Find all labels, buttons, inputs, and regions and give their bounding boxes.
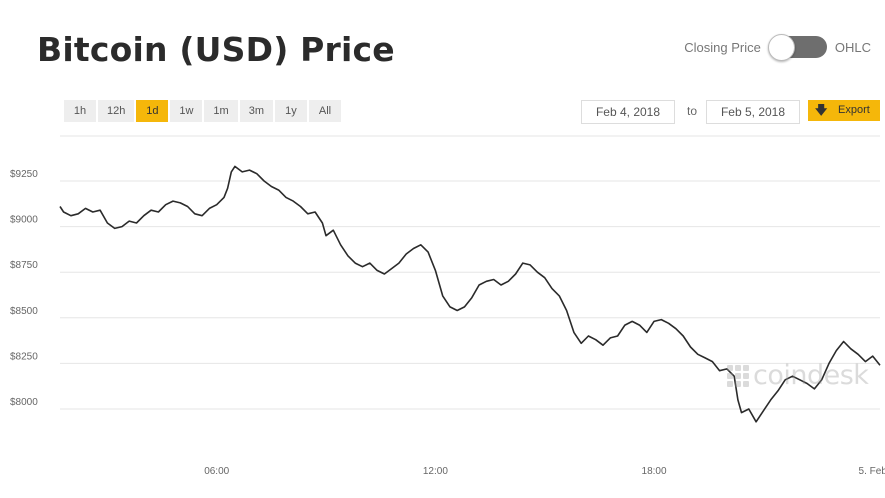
grid-layer xyxy=(60,180,880,410)
range-button-1d[interactable]: 1d xyxy=(136,100,169,122)
range-selector: 1h 12h 1d 1w 1m 3m 1y All xyxy=(64,100,341,122)
range-button-12h[interactable]: 12h xyxy=(98,100,135,122)
y-tick-label: $8250 xyxy=(10,351,38,362)
y-axis-labels: $8000 $8250 $8500 $8750 $9000 $9250 xyxy=(10,169,38,408)
x-tick-label: 12:00 xyxy=(423,466,448,477)
range-button-all[interactable]: All xyxy=(308,100,341,122)
y-tick-label: $8500 xyxy=(10,306,38,317)
toggle-knob xyxy=(767,34,795,61)
x-axis-labels: 06:00 12:00 18:00 5. Feb xyxy=(204,466,885,477)
price-mode-toggle[interactable] xyxy=(767,34,827,61)
y-tick-label: $9000 xyxy=(10,215,38,226)
date-to-label: to xyxy=(687,104,698,118)
price-mode-toggle-group: Closing Price OHLC xyxy=(684,34,871,61)
y-tick-label: $8000 xyxy=(10,397,38,408)
range-button-1h[interactable]: 1h xyxy=(64,100,96,122)
range-button-1m[interactable]: 1m xyxy=(204,100,238,122)
coindesk-logo-icon xyxy=(727,364,749,387)
page-title: Bitcoin (USD) Price xyxy=(37,30,395,69)
date-from-input[interactable]: Feb 4, 2018 xyxy=(581,100,675,124)
y-tick-label: $8750 xyxy=(10,260,38,271)
range-button-1w[interactable]: 1w xyxy=(170,100,203,122)
export-label: Export xyxy=(838,104,870,116)
coindesk-watermark: coindesk xyxy=(727,360,869,391)
download-arrow-icon: 🡇 xyxy=(815,103,828,117)
x-tick-label: 5. Feb xyxy=(859,466,885,477)
ohlc-label: OHLC xyxy=(834,39,871,55)
x-tick-label: 18:00 xyxy=(642,466,667,477)
price-series-line xyxy=(59,165,881,423)
range-button-1y[interactable]: 1y xyxy=(274,100,307,122)
closing-price-label: Closing Price xyxy=(684,39,761,55)
x-tick-label: 06:00 xyxy=(204,466,229,477)
watermark-text: coindesk xyxy=(753,360,869,391)
date-to-input[interactable]: Feb 5, 2018 xyxy=(706,100,800,124)
y-tick-label: $9250 xyxy=(10,169,38,180)
export-button[interactable]: 🡇 Export xyxy=(808,100,880,121)
range-button-3m[interactable]: 3m xyxy=(239,100,273,122)
